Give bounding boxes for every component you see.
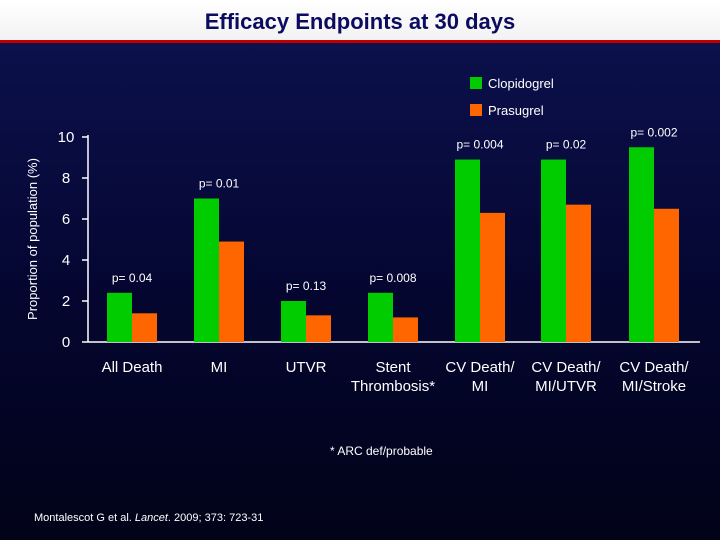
bar-prasugrel-7 bbox=[654, 208, 679, 342]
y-tick-label: 0 bbox=[62, 334, 70, 351]
y-axis-label: Proportion of population (%) bbox=[25, 158, 40, 320]
bar-prasugrel-3 bbox=[306, 315, 331, 342]
p-value-label: p= 0.13 bbox=[286, 279, 327, 293]
p-value-label: p= 0.04 bbox=[112, 271, 153, 285]
title-bar: Efficacy Endpoints at 30 days bbox=[0, 0, 720, 43]
x-category-label: CV Death/ bbox=[619, 359, 689, 376]
citation: Montalescot G et al. Lancet. 2009; 373: … bbox=[34, 512, 263, 524]
p-value-label: p= 0.008 bbox=[369, 271, 416, 285]
y-tick-label: 8 bbox=[62, 170, 70, 187]
legend-swatch-clopidogrel bbox=[470, 77, 482, 89]
x-category-label: UTVR bbox=[286, 359, 327, 376]
y-tick-label: 10 bbox=[58, 129, 75, 146]
p-value-label: p= 0.01 bbox=[199, 177, 240, 191]
x-category-label: MI/Stroke bbox=[622, 378, 686, 395]
bar-prasugrel-5 bbox=[480, 212, 505, 342]
bar-prasugrel-6 bbox=[566, 204, 591, 342]
y-tick-label: 2 bbox=[62, 293, 70, 310]
footnote: * ARC def/probable bbox=[330, 444, 433, 458]
bar-clopidogrel-3 bbox=[281, 301, 306, 342]
bar-prasugrel-4 bbox=[393, 317, 418, 342]
bar-clopidogrel-7 bbox=[629, 147, 654, 342]
x-category-label: All Death bbox=[102, 359, 163, 376]
bar-clopidogrel-2 bbox=[194, 198, 219, 342]
p-value-label: p= 0.002 bbox=[630, 125, 677, 139]
x-category-label: MI bbox=[472, 378, 489, 395]
bar-clopidogrel-4 bbox=[368, 292, 393, 342]
bar-clopidogrel-6 bbox=[541, 159, 566, 342]
x-category-label: CV Death/ bbox=[445, 359, 515, 376]
p-value-label: p= 0.02 bbox=[546, 138, 587, 152]
bar-clopidogrel-1 bbox=[107, 292, 132, 342]
bar-prasugrel-1 bbox=[132, 313, 157, 342]
bar-clopidogrel-5 bbox=[455, 159, 480, 342]
page-title: Efficacy Endpoints at 30 days bbox=[204, 9, 516, 34]
legend-swatch-prasugrel bbox=[470, 104, 482, 116]
bar-prasugrel-2 bbox=[219, 241, 244, 342]
x-category-label: Stent bbox=[375, 359, 411, 376]
x-category-label: MI/UTVR bbox=[535, 378, 597, 395]
x-category-label: MI bbox=[211, 359, 228, 376]
legend-label-clopidogrel: Clopidogrel bbox=[488, 76, 554, 91]
x-category-label: Thrombosis* bbox=[351, 378, 435, 395]
legend-label-prasugrel: Prasugrel bbox=[488, 103, 544, 118]
x-category-label: CV Death/ bbox=[531, 359, 601, 376]
y-tick-label: 6 bbox=[62, 211, 70, 228]
y-tick-label: 4 bbox=[62, 252, 70, 269]
citation-suffix: . 2009; 373: 723-31 bbox=[167, 512, 264, 524]
citation-prefix: Montalescot G et al. bbox=[34, 512, 135, 524]
citation-journal: Lancet bbox=[134, 512, 168, 524]
p-value-label: p= 0.004 bbox=[456, 138, 503, 152]
